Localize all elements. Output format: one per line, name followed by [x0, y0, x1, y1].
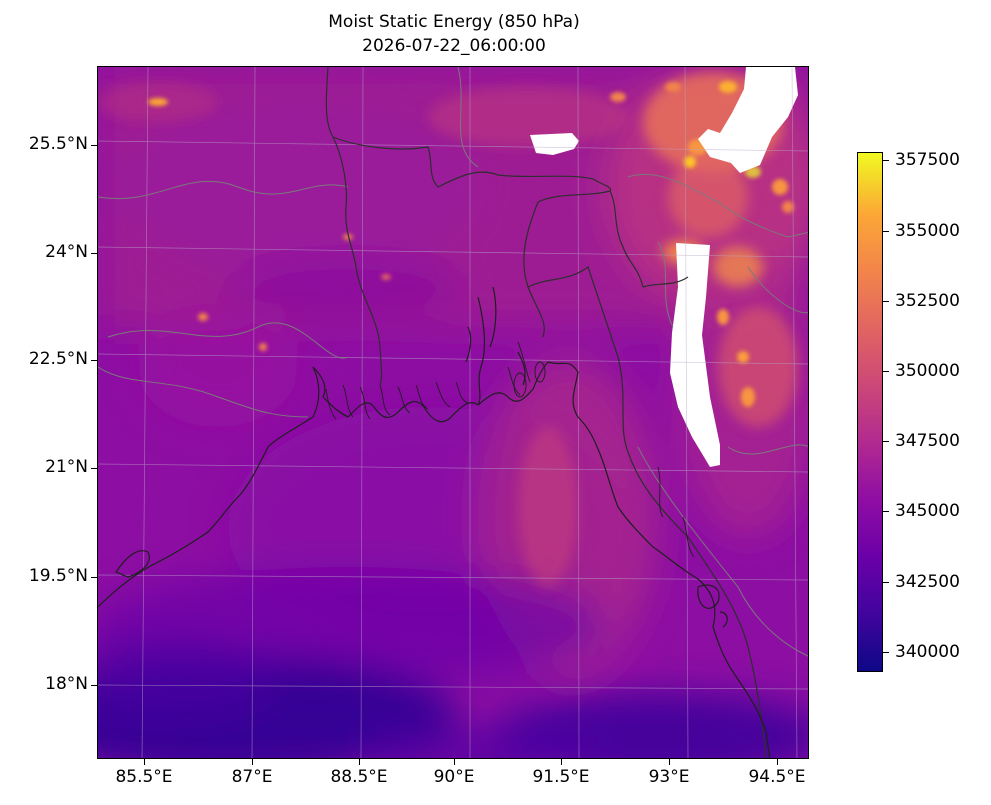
lon-label: 88.5°E [330, 767, 388, 787]
lon-label: 93°E [648, 767, 690, 787]
colorbar [857, 152, 883, 672]
map-canvas [98, 67, 808, 758]
lat-label: 25.5°N [28, 134, 88, 154]
map-panel [97, 66, 809, 759]
graticule [98, 67, 808, 758]
colorbar-tick [883, 652, 889, 653]
lon-tick [454, 759, 455, 765]
colorbar-tick [883, 301, 889, 302]
map-subtitle: 2026-07-22_06:00:00 [362, 36, 546, 56]
lat-tick [91, 577, 97, 578]
lon-tick [669, 759, 670, 765]
colorbar-label: 340000 [895, 642, 960, 662]
colorbar-label: 355000 [895, 221, 960, 241]
delta-channels [325, 341, 695, 558]
colorbar-tick [883, 371, 889, 372]
map-title: Moist Static Energy (850 hPa) [328, 12, 580, 32]
colorbar-label: 352500 [895, 291, 960, 311]
lat-tick [91, 468, 97, 469]
colorbar-label: 342500 [895, 572, 960, 592]
lat-label: 24°N [45, 242, 88, 262]
lat-label: 18°N [45, 674, 88, 694]
lon-tick [252, 759, 253, 765]
lon-label: 94.5°E [748, 767, 806, 787]
lon-tick [777, 759, 778, 765]
lon-tick [359, 759, 360, 765]
missing-data-patches [530, 67, 798, 467]
lat-label: 22.5°N [28, 349, 88, 369]
lat-tick [91, 145, 97, 146]
lon-label: 90°E [433, 767, 475, 787]
colorbar-label: 357500 [895, 150, 960, 170]
colorbar-tick [883, 511, 889, 512]
lat-tick [91, 253, 97, 254]
lon-label: 91.5°E [532, 767, 590, 787]
coastline [98, 286, 771, 758]
colorbar-tick [883, 582, 889, 583]
colorbar-label: 350000 [895, 361, 960, 381]
lon-label: 85.5°E [115, 767, 173, 787]
lat-label: 19.5°N [28, 566, 88, 586]
lon-label: 87°E [231, 767, 273, 787]
lat-tick [91, 360, 97, 361]
colorbar-tick [883, 160, 889, 161]
country-borders [325, 67, 767, 758]
state-borders [98, 67, 808, 657]
field-hot-cells [148, 79, 794, 407]
lon-tick [144, 759, 145, 765]
colorbar-label: 345000 [895, 501, 960, 521]
colorbar-tick [883, 441, 889, 442]
colorbar-tick [883, 231, 889, 232]
lon-tick [561, 759, 562, 765]
lat-label: 21°N [45, 457, 88, 477]
lat-tick [91, 685, 97, 686]
colorbar-label: 347500 [895, 431, 960, 451]
